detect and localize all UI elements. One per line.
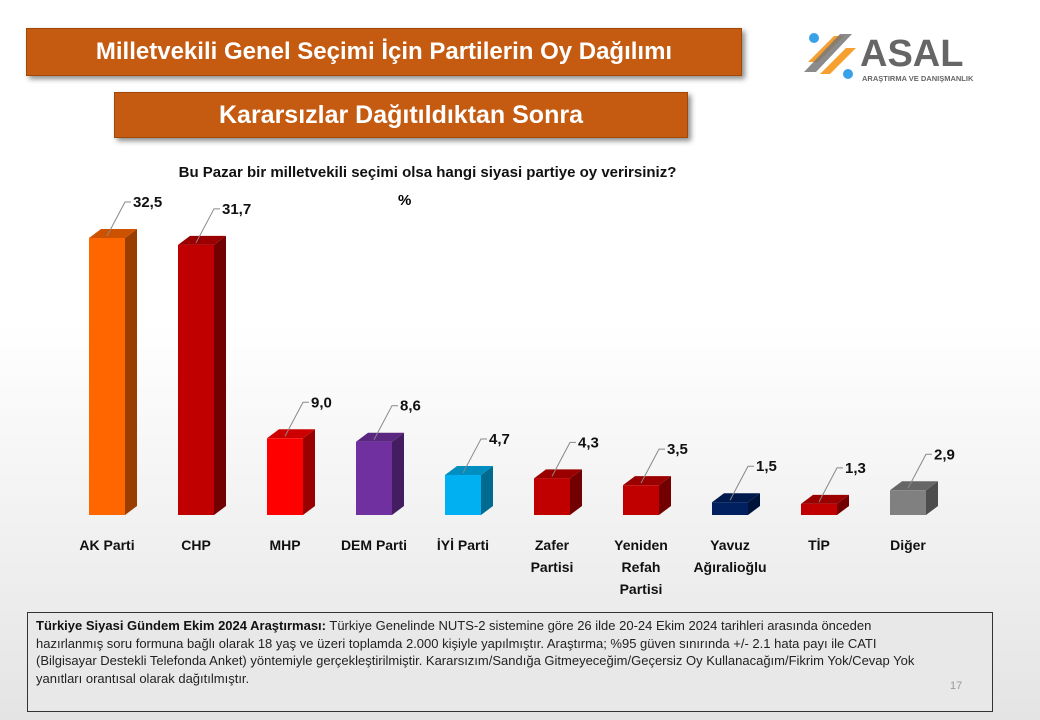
- leader-line: [195, 208, 220, 244]
- bar: [801, 503, 837, 515]
- data-label: 9,0: [311, 394, 332, 411]
- bar-side: [125, 229, 137, 515]
- bar-side: [748, 493, 760, 515]
- methodology-note: Türkiye Siyasi Gündem Ekim 2024 Araştırm…: [27, 612, 993, 712]
- subtitle-banner: Kararsızlar Dağıtıldıktan Sonra: [114, 92, 688, 138]
- bar: [534, 478, 570, 515]
- bar-top: [445, 465, 493, 475]
- bar-top: [712, 493, 760, 503]
- category-label: Yavuz Ağıralioğlu: [693, 537, 766, 575]
- bar-group: 9,0 MHP: [267, 394, 332, 553]
- bar-top: [534, 469, 582, 479]
- category-label: Yeniden Refah Partisi: [614, 537, 668, 597]
- data-label: 2,9: [934, 446, 955, 463]
- bar: [712, 502, 748, 515]
- data-label: 8,6: [400, 398, 421, 415]
- bar-top: [178, 235, 226, 245]
- bar-group: 1,3 TİP: [801, 460, 866, 553]
- bar: [89, 238, 125, 515]
- note-text: Türkiye Genelinde NUTS-2 sistemine göre …: [36, 618, 915, 686]
- page-number: 17: [950, 680, 963, 692]
- leader-line: [551, 441, 576, 477]
- bar-group: 3,5 Yeniden Refah Partisi: [614, 441, 688, 597]
- leader-line: [106, 201, 131, 237]
- note-heading: Türkiye Siyasi Gündem Ekim 2024 Araştırm…: [36, 618, 326, 633]
- data-label: 4,7: [489, 431, 510, 448]
- leader-line: [284, 401, 309, 437]
- svg-text:ASAL: ASAL: [860, 33, 963, 75]
- bar: [178, 244, 214, 515]
- category-label: DEM Parti: [341, 537, 407, 553]
- bar-side: [837, 494, 849, 515]
- svg-text:ARAŞTIRMA VE DANIŞMANLIK: ARAŞTIRMA VE DANIŞMANLIK: [862, 74, 974, 83]
- leader-line: [640, 448, 665, 484]
- bar-side: [481, 465, 493, 515]
- bar: [356, 441, 392, 515]
- chart-title: Bu Pazar bir milletvekili seçimi olsa ha…: [178, 164, 677, 181]
- leader-line: [907, 453, 932, 489]
- category-label: AK Parti: [79, 537, 134, 553]
- title-banner: Milletvekili Genel Seçimi İçin Partileri…: [26, 28, 742, 76]
- bar-group: 4,3 Zafer Partisi: [531, 434, 599, 575]
- bar-top: [89, 229, 137, 238]
- category-label: Diğer: [890, 537, 926, 553]
- category-label: İYİ Parti: [437, 537, 489, 553]
- bar-side: [214, 235, 226, 515]
- bar-group: 32,5 AK Parti: [79, 194, 162, 553]
- bar-top: [890, 481, 938, 491]
- bar: [267, 438, 303, 515]
- bar: [623, 485, 659, 515]
- bar-group: 31,7 CHP: [178, 201, 251, 553]
- bar-side: [926, 481, 938, 515]
- leader-line: [729, 465, 754, 501]
- bar-top: [801, 494, 849, 504]
- category-label: MHP: [269, 537, 300, 553]
- leader-line: [818, 467, 843, 503]
- bar-top: [356, 432, 404, 442]
- category-label: CHP: [181, 537, 211, 553]
- data-label: 32,5: [133, 194, 162, 211]
- bar-chart: 32,5 AK Parti 31,7 CHP 9,0 MHP 8,6 DEM Parti 4,7…: [79, 194, 955, 597]
- bar-top: [623, 476, 671, 486]
- bar-side: [392, 432, 404, 515]
- bar-side: [659, 476, 671, 515]
- asal-logo: ASAL ARAŞTIRMA VE DANIŞMANLIK: [804, 33, 974, 83]
- bar-group: 1,5 Yavuz Ağıralioğlu: [693, 458, 776, 575]
- category-label: Zafer Partisi: [531, 537, 574, 575]
- bar-group: 8,6 DEM Parti: [341, 398, 421, 553]
- bar-group: 4,7 İYİ Parti: [437, 431, 510, 553]
- bar: [890, 490, 926, 515]
- data-label: 1,3: [845, 460, 866, 477]
- bar-group: 2,9 Diğer: [890, 446, 955, 553]
- data-label: 1,5: [756, 458, 777, 475]
- bar-side: [570, 469, 582, 515]
- leader-line: [373, 405, 398, 440]
- bar: [445, 474, 481, 515]
- unit-label: %: [398, 192, 412, 209]
- data-label: 3,5: [667, 441, 688, 458]
- data-label: 31,7: [222, 201, 251, 218]
- leader-line: [462, 438, 487, 474]
- category-label: TİP: [808, 537, 830, 553]
- data-label: 4,3: [578, 434, 599, 451]
- bar-top: [267, 429, 315, 439]
- bar-side: [303, 429, 315, 515]
